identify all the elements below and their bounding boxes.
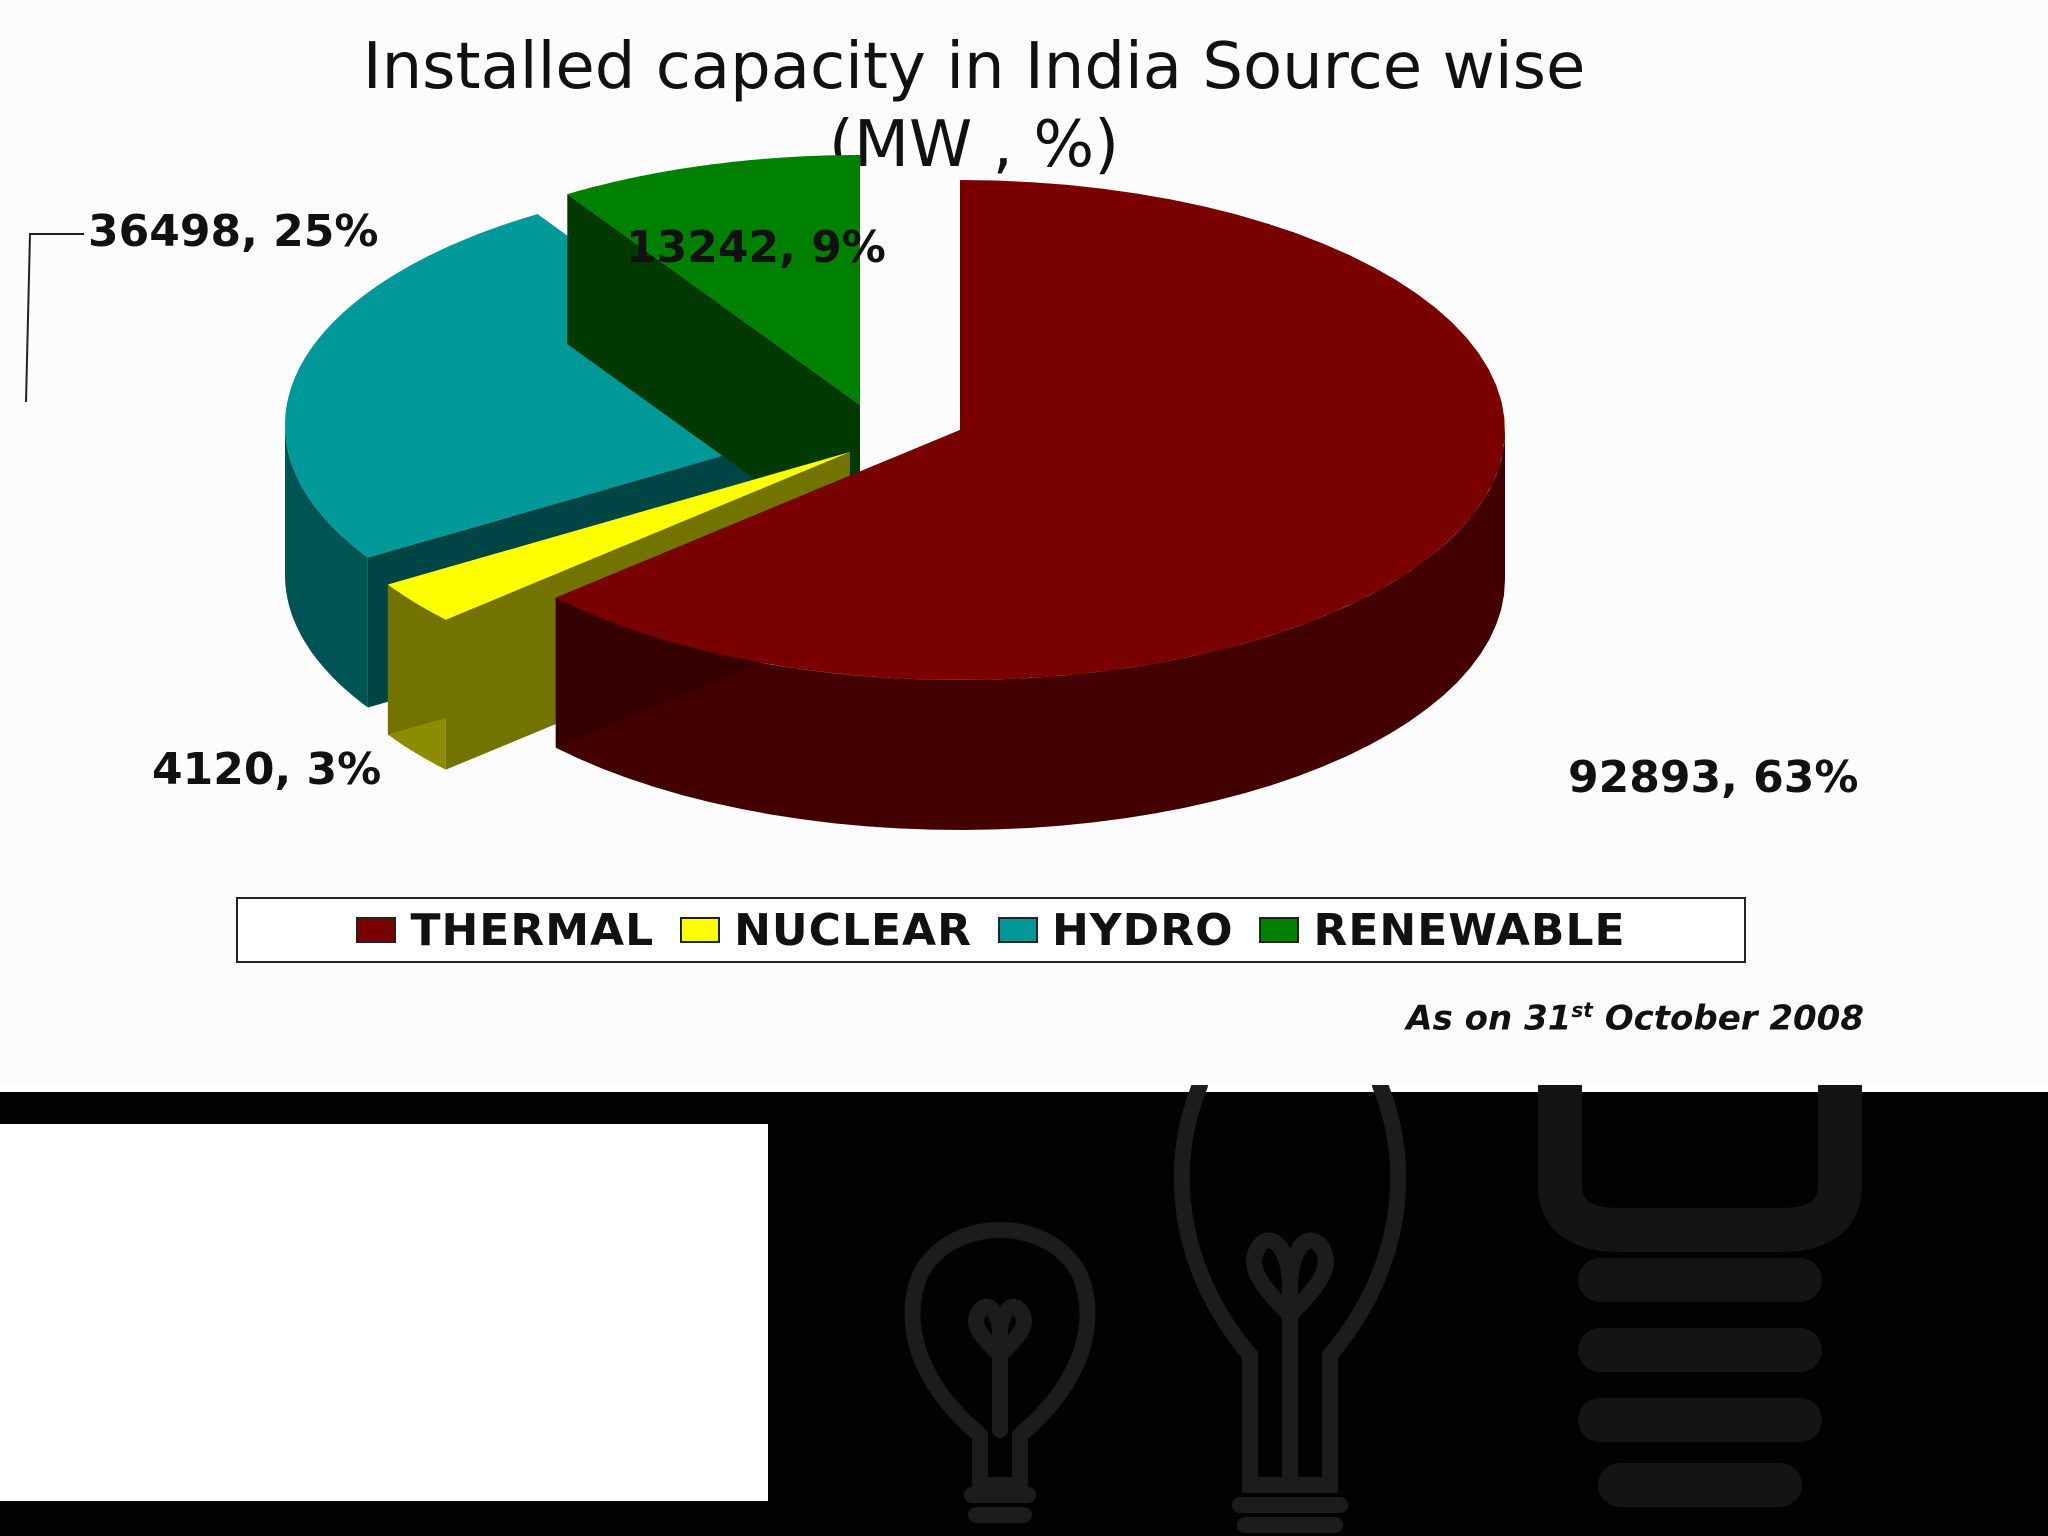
legend-item-nuclear: NUCLEAR [680, 905, 972, 956]
data-label-nuclear: 4120, 3% [152, 744, 381, 795]
date-note-sup: st [1571, 998, 1593, 1022]
lightbulb-icon [1173, 1085, 1407, 1533]
legend-label-hydro: HYDRO [1051, 904, 1234, 956]
data-label-renewable: 13242, 9% [626, 222, 886, 273]
chart-title-line2: (MW , %) [828, 108, 1120, 182]
legend-swatch-nuclear [680, 917, 721, 943]
led-lamp-icon [1538, 1085, 1862, 1507]
legend-swatch-thermal [356, 917, 397, 943]
date-note-suffix: October 2008 [1592, 998, 1864, 1039]
data-label-hydro: 36498, 25% [88, 206, 378, 257]
pie-slice-top-nuclear [387, 452, 850, 620]
white-panel [0, 1124, 768, 1501]
legend-label-nuclear: NUCLEAR [734, 904, 972, 956]
pie-slice-renewable [567, 155, 860, 555]
date-note: As on 31st October 2008 [1406, 998, 1864, 1038]
pie-slice-top-renewable [567, 155, 860, 405]
legend-item-thermal: THERMAL [356, 905, 654, 956]
legend-item-renewable: RENEWABLE [1259, 905, 1625, 956]
pie-slice-thermal [555, 180, 1505, 830]
pie-slice-wall-hydro [285, 425, 368, 708]
pie-slice-top-hydro [285, 214, 830, 558]
chart-title-line1: Installed capacity in India Source wise [362, 30, 1586, 104]
legend-label-renewable: RENEWABLE [1313, 904, 1626, 956]
legend-label-thermal: THERMAL [410, 904, 655, 956]
bulb-watermark [904, 1085, 1862, 1533]
chart-title: Installed capacity in India Source wise … [0, 28, 1948, 184]
legend-item-hydro: HYDRO [997, 904, 1234, 956]
pie-slice-wall-thermal [555, 430, 1505, 830]
chart-legend: THERMAL NUCLEAR HYDRO RENEWABLE [236, 897, 1746, 963]
pie-slice-top-thermal [555, 180, 1505, 680]
chart-slide: Installed capacity in India Source wise … [0, 28, 1948, 1039]
legend-swatch-renewable [1259, 917, 1300, 943]
lightbulb-icon [904, 1222, 1096, 1523]
data-label-thermal: 92893, 63% [1568, 752, 1858, 803]
pie-slice-face-renewable-0 [567, 194, 860, 555]
pie-chart: 92893, 63% 4120, 3% 36498, 25% 13242, 9% [25, 155, 1858, 830]
date-note-prefix: As on 31 [1406, 998, 1572, 1039]
legend-swatch-hydro [997, 917, 1038, 943]
leader-line-hydro [25, 233, 84, 403]
